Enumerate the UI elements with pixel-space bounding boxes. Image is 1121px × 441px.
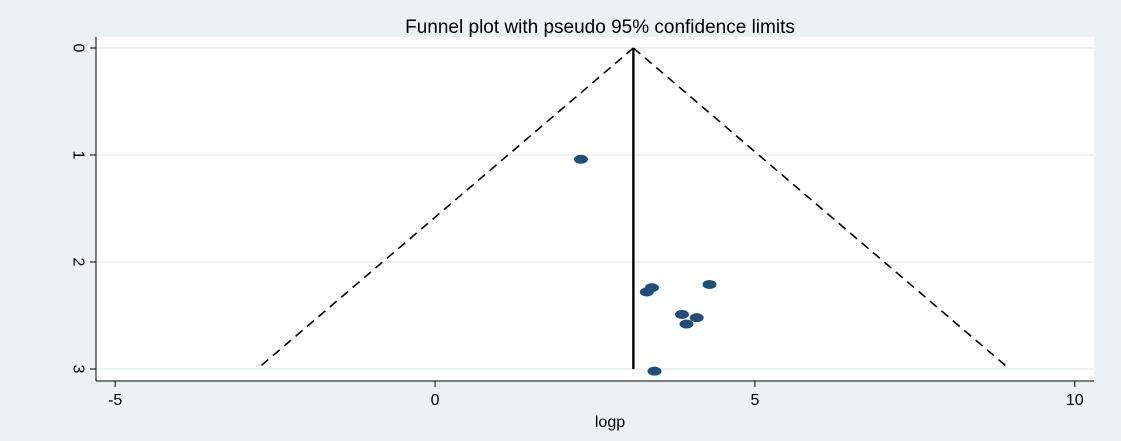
- y-tick-label-2: 2: [70, 258, 87, 267]
- plot-area: [96, 37, 1094, 381]
- x-axis-label: logp: [595, 414, 625, 431]
- study-point-1: [702, 279, 717, 289]
- y-tick-label-3: 3: [70, 365, 87, 374]
- study-point-7: [647, 366, 662, 376]
- study-points: [573, 154, 717, 376]
- lower-confidence-limit-line: [256, 47, 634, 370]
- x-tick-label-2: 5: [750, 392, 759, 409]
- upper-confidence-limit-line: [632, 47, 1011, 370]
- study-point-3: [639, 287, 654, 297]
- axes: 0 1 2 3 -5 0 5 10: [70, 37, 1094, 409]
- chart-title: Funnel plot with pseudo 95% confidence l…: [405, 17, 795, 38]
- x-tick-label-1: 0: [431, 392, 440, 409]
- study-point-0: [573, 154, 588, 164]
- study-point-5: [689, 313, 704, 323]
- x-tick-label-3: 10: [1066, 392, 1084, 409]
- y-tick-label-0: 0: [70, 44, 87, 53]
- grid-lines: [96, 47, 1094, 370]
- study-point-6: [679, 319, 694, 329]
- study-point-4: [675, 309, 690, 319]
- y-tick-label-1: 1: [70, 151, 87, 160]
- funnel-lines: [256, 47, 1011, 370]
- x-tick-label-0: -5: [108, 392, 122, 409]
